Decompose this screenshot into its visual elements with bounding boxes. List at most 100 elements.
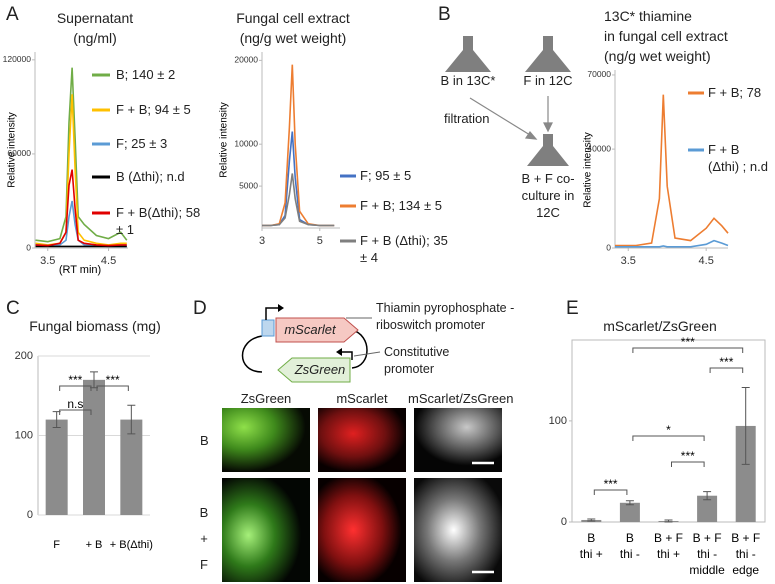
y-tick-label: 0 bbox=[26, 242, 31, 252]
series-line bbox=[615, 239, 729, 248]
row-label: B bbox=[200, 433, 209, 448]
chart-title: (ng/g wet weight) bbox=[604, 48, 711, 64]
x-tick-label: + B(Δthi) bbox=[110, 539, 153, 551]
y-tick-label: 60000 bbox=[7, 148, 31, 158]
x-tick-label: middle bbox=[689, 563, 725, 577]
error-bar bbox=[664, 519, 673, 523]
mscarlet-gene bbox=[275, 317, 359, 343]
y-axis-label: Relative intensity bbox=[219, 102, 230, 178]
micrograph bbox=[318, 478, 406, 582]
chart-title: Fungal biomass (mg) bbox=[29, 318, 161, 334]
gene-label: ZsGreen bbox=[294, 362, 346, 377]
bar bbox=[45, 419, 68, 515]
chart-title: in fungal cell extract bbox=[604, 28, 728, 44]
x-axis-label: (RT min) bbox=[59, 264, 101, 276]
significance-label: *** bbox=[604, 477, 618, 491]
y-tick-label: 5000 bbox=[239, 180, 258, 190]
legend-label: F + B(Δthi); 58 ± 1 bbox=[116, 205, 201, 237]
panel-letter: C bbox=[6, 298, 20, 319]
chart-title: (ng/g wet weight) bbox=[239, 30, 347, 46]
flask-label: B + F co-culture in 12C bbox=[521, 171, 575, 220]
promoter-arrow bbox=[340, 351, 353, 360]
x-tick-label: 4.5 bbox=[699, 255, 714, 267]
chart-title: (ng/ml) bbox=[73, 30, 117, 46]
chart-title: Fungal cell extract bbox=[236, 10, 350, 26]
series-line bbox=[35, 200, 127, 248]
y-axis-label: Relative intensity bbox=[7, 112, 18, 188]
y-tick-label: 100 bbox=[15, 429, 33, 441]
x-tick-label: B + F bbox=[654, 531, 683, 545]
column-header: mScarlet/ZsGreen bbox=[408, 391, 514, 406]
series-line bbox=[262, 173, 335, 227]
panel-letter: A bbox=[6, 4, 19, 25]
legend-label: F; 95 ± 5 bbox=[360, 168, 412, 183]
x-tick-label: 4.5 bbox=[101, 255, 116, 267]
x-tick-label: B + F bbox=[731, 531, 760, 545]
micrograph bbox=[414, 408, 502, 472]
arrow-head bbox=[524, 131, 538, 140]
x-tick-label: 3 bbox=[259, 235, 265, 247]
y-tick-label: 120000 bbox=[3, 54, 32, 64]
error-bar bbox=[625, 500, 634, 506]
legend-label: F + B; 134 ± 5 bbox=[360, 198, 442, 213]
x-tick-label: B bbox=[626, 531, 634, 545]
bar bbox=[120, 419, 143, 515]
arrows bbox=[469, 96, 553, 140]
panel-letter: E bbox=[566, 298, 579, 319]
micrograph bbox=[222, 478, 310, 582]
significance-label: * bbox=[666, 423, 671, 437]
x-tick-label: B + F bbox=[693, 531, 722, 545]
riboswitch bbox=[261, 319, 275, 337]
y-tick-label: 0 bbox=[27, 509, 33, 521]
chart-title: mScarlet/ZsGreen bbox=[603, 318, 717, 334]
y-tick-label: 70000 bbox=[587, 69, 611, 79]
construct bbox=[241, 304, 381, 383]
significance-bracket bbox=[709, 367, 744, 373]
promoter-arrow-head bbox=[336, 348, 342, 356]
promoter-label: Constitutive promoter bbox=[384, 345, 450, 376]
micrograph bbox=[318, 408, 406, 472]
flask bbox=[527, 134, 569, 166]
y-tick-label: 200 bbox=[15, 350, 33, 362]
x-tick-label: thi - bbox=[697, 547, 717, 561]
bar bbox=[83, 379, 105, 515]
flasks bbox=[445, 36, 571, 166]
significance-bracket bbox=[632, 347, 744, 353]
x-tick-label: 3.5 bbox=[621, 255, 636, 267]
flask-label: F in 12C bbox=[523, 73, 573, 88]
series-line bbox=[35, 169, 127, 247]
x-tick-label: thi - bbox=[620, 547, 640, 561]
x-tick-label: + B bbox=[86, 539, 103, 551]
y-axis-label: Relative intensity bbox=[583, 132, 594, 208]
error-bar bbox=[703, 491, 712, 501]
promoter-label: Thiamin pyrophosphate -riboswitch promot… bbox=[376, 301, 515, 332]
chart-title: Supernatant bbox=[56, 10, 134, 26]
significance-label: *** bbox=[68, 373, 82, 387]
bar bbox=[619, 502, 640, 522]
column-header: ZsGreen bbox=[240, 391, 292, 406]
leader-line bbox=[353, 351, 381, 357]
x-tick-label: B bbox=[587, 531, 595, 545]
column-header: mScarlet bbox=[336, 391, 388, 406]
promoter-arrow bbox=[265, 307, 280, 320]
micrographs bbox=[222, 408, 502, 582]
x-tick-label: thi + bbox=[580, 547, 603, 561]
bar bbox=[697, 495, 718, 522]
bar bbox=[735, 425, 756, 522]
y-tick-label: 0 bbox=[606, 242, 611, 252]
legend-label: F; 25 ± 3 bbox=[116, 136, 168, 151]
significance-bracket bbox=[593, 489, 628, 495]
panel-letter: D bbox=[193, 298, 207, 319]
significance-bracket bbox=[96, 385, 129, 391]
x-tick-label: edge bbox=[732, 563, 759, 577]
error-bar bbox=[741, 387, 750, 465]
flask bbox=[525, 36, 571, 72]
arrow-label: filtration bbox=[444, 111, 490, 126]
y-tick-label: 100 bbox=[549, 415, 567, 427]
y-tick-label: 40000 bbox=[587, 143, 611, 153]
significance-bracket bbox=[632, 435, 705, 441]
y-tick-label: 0 bbox=[561, 516, 567, 528]
legend-label: F + B (Δthi); 35 ± 4 bbox=[360, 233, 448, 265]
legend-label: B (Δthi); n.d bbox=[116, 169, 185, 184]
